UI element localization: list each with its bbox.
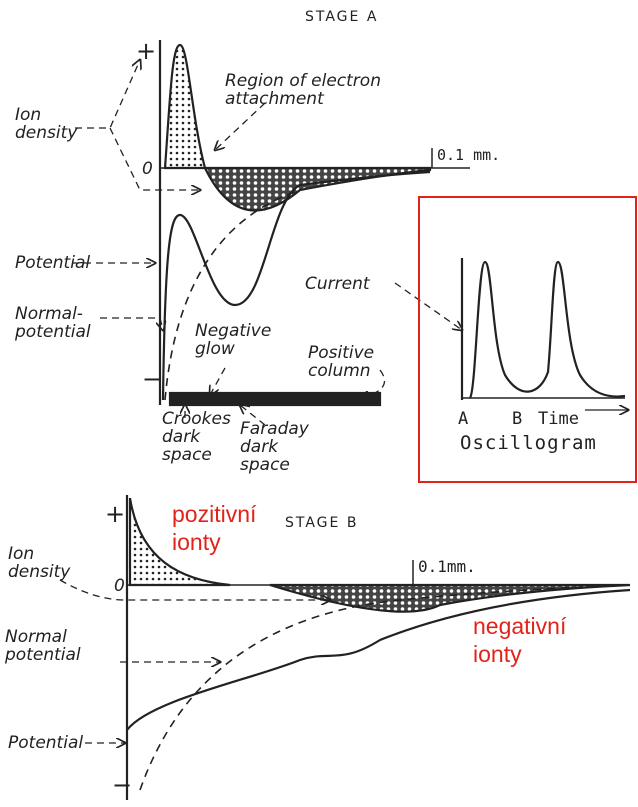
plus-sign: +: [105, 505, 125, 523]
label: Region of electron attachment: [225, 72, 381, 108]
minus-sign: −: [112, 776, 132, 794]
label: Ion density: [15, 106, 77, 142]
stage-a-title: STAGE A: [305, 8, 378, 26]
annotation: negativní ionty: [473, 612, 566, 668]
annotation: pozitivní ionty: [172, 500, 256, 556]
diagram-lines: [0, 0, 638, 807]
label: Faraday dark space: [240, 420, 309, 474]
stage-b-title: STAGE B: [285, 514, 358, 532]
label: Ion density: [8, 545, 70, 581]
label: Potential: [15, 254, 90, 272]
scale-label: 0.1 mm.: [437, 146, 500, 164]
zero-label: 0: [142, 160, 153, 178]
plus-sign: +: [136, 42, 156, 60]
minus-sign: −: [142, 370, 162, 388]
label: Normal potential: [5, 628, 81, 664]
oscillogram-title: Oscillogram: [460, 434, 597, 452]
figure: STAGE A + Region of electron attachment …: [0, 0, 638, 807]
scale-label: 0.1mm.: [418, 558, 476, 576]
zero-label: 0: [114, 577, 125, 595]
label: Crookes dark space: [162, 410, 231, 464]
label: A: [458, 410, 468, 428]
label: Negative glow: [195, 322, 271, 358]
label: Potential: [8, 734, 83, 752]
label: B: [512, 410, 522, 428]
label: Normal- potential: [15, 305, 91, 341]
label: Positive column: [308, 344, 374, 380]
label: Current: [305, 275, 370, 293]
label: Time: [538, 410, 579, 428]
